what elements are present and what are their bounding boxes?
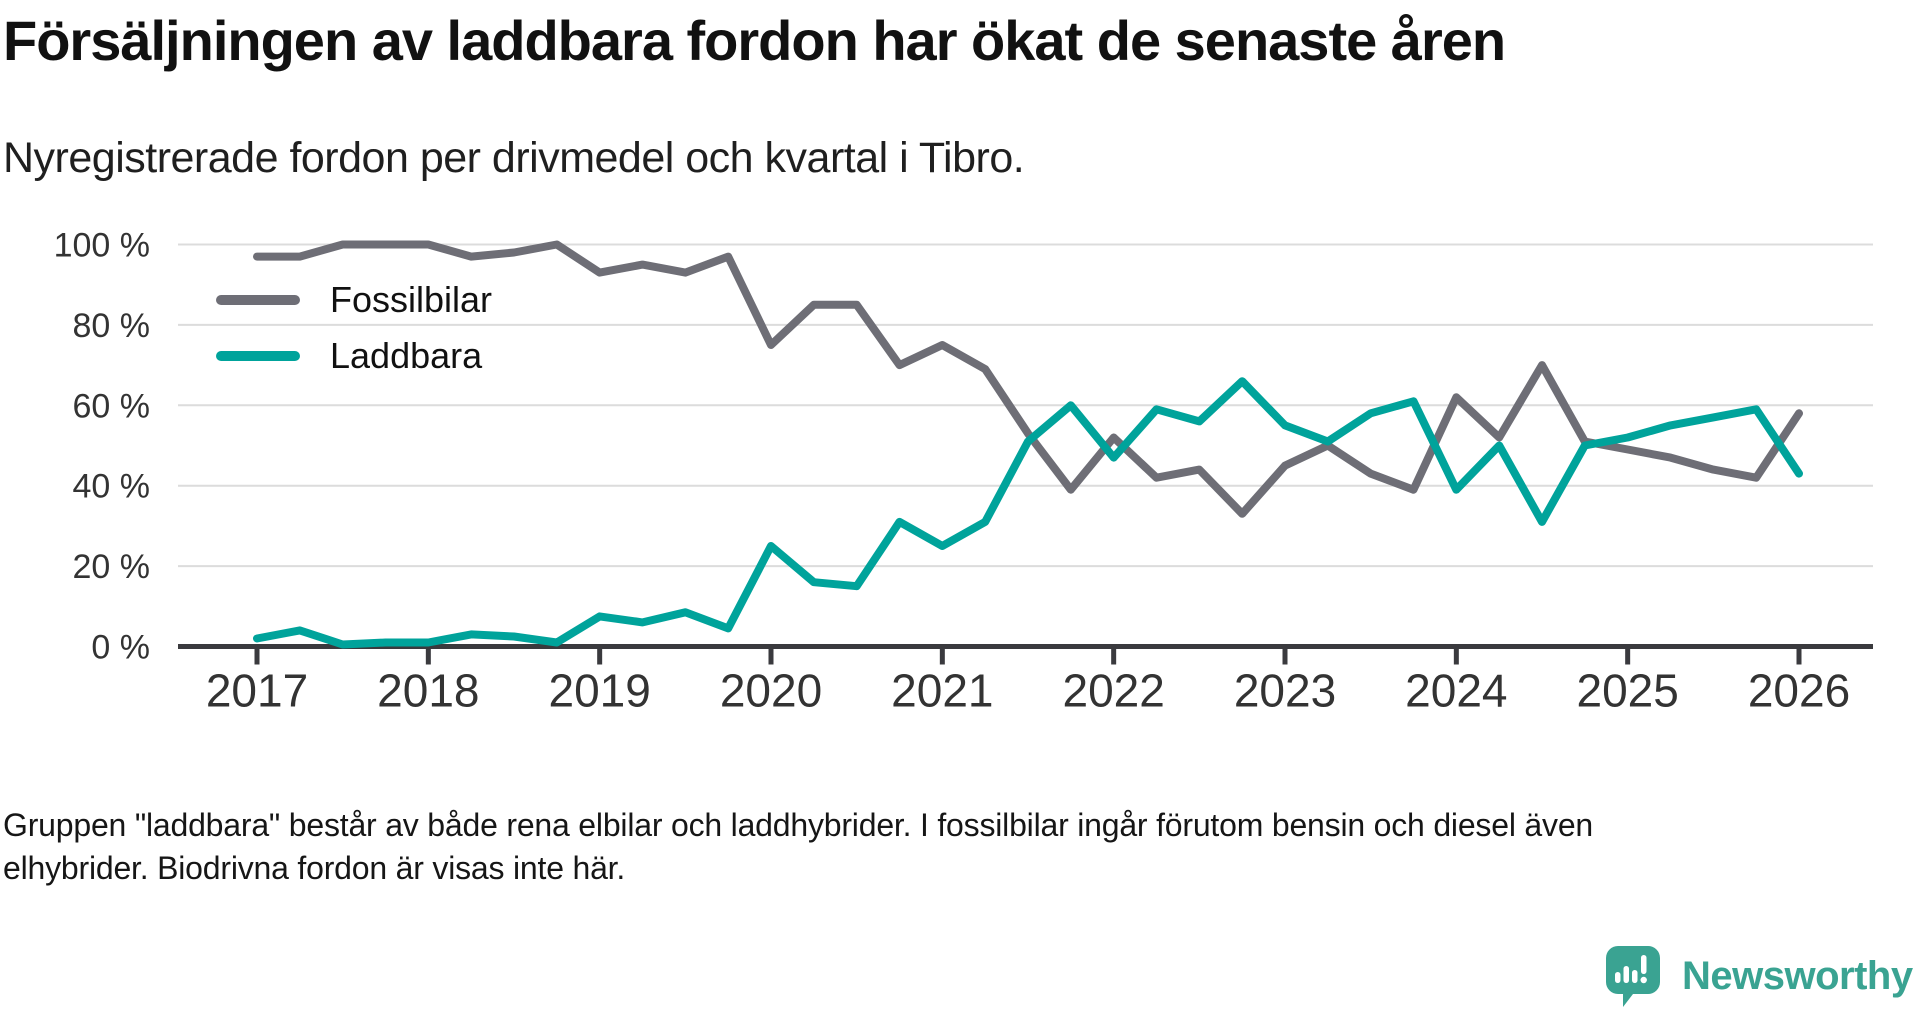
- x-tick-label-2021: 2021: [891, 665, 993, 717]
- y-tick-label-80: 80 %: [73, 307, 151, 345]
- legend-swatch-fossilbilar: [216, 295, 300, 305]
- y-tick-label-0: 0 %: [91, 629, 150, 667]
- footnote-line-1: Gruppen "laddbara" består av både rena e…: [3, 807, 1594, 843]
- x-tick-label-2020: 2020: [720, 665, 822, 717]
- legend-label-fossilbilar: Fossilbilar: [330, 279, 493, 320]
- y-tick-label-20: 20 %: [73, 548, 151, 586]
- brand-logo: Newsworthy: [1606, 946, 1913, 1008]
- newsworthy-icon: [1606, 946, 1660, 1007]
- legend-item-fossilbilar: Fossilbilar: [216, 278, 492, 322]
- y-tick-label-100: 100 %: [54, 227, 150, 265]
- x-tick-label-2019: 2019: [548, 665, 650, 717]
- x-tick-label-2026: 2026: [1748, 665, 1850, 717]
- series-line-laddbara: [253, 377, 1803, 649]
- chart-title: Försäljningen av laddbara fordon har öka…: [3, 9, 1506, 72]
- y-tick-label-60: 60 %: [73, 387, 151, 425]
- x-tick-label-2017: 2017: [206, 665, 308, 717]
- series-line-fossilbilar: [253, 240, 1803, 518]
- legend: Fossilbilar Laddbara: [216, 278, 492, 390]
- legend-swatch-laddbara: [216, 351, 300, 361]
- legend-label-laddbara: Laddbara: [330, 335, 483, 376]
- x-tick-label-2025: 2025: [1576, 665, 1678, 717]
- footnote: Gruppen "laddbara" består av både rena e…: [3, 804, 1593, 890]
- y-tick-label-40: 40 %: [73, 468, 151, 506]
- newsworthy-wordmark: Newsworthy: [1682, 954, 1913, 998]
- x-tick-label-2024: 2024: [1405, 665, 1507, 717]
- footnote-line-2: elhybrider. Biodrivna fordon är visas in…: [3, 850, 626, 886]
- legend-item-laddbara: Laddbara: [216, 334, 492, 378]
- x-tick-label-2022: 2022: [1062, 665, 1164, 717]
- x-tick-label-2018: 2018: [377, 665, 479, 717]
- x-tick-label-2023: 2023: [1234, 665, 1336, 717]
- chart-subtitle: Nyregistrerade fordon per drivmedel och …: [3, 134, 1025, 182]
